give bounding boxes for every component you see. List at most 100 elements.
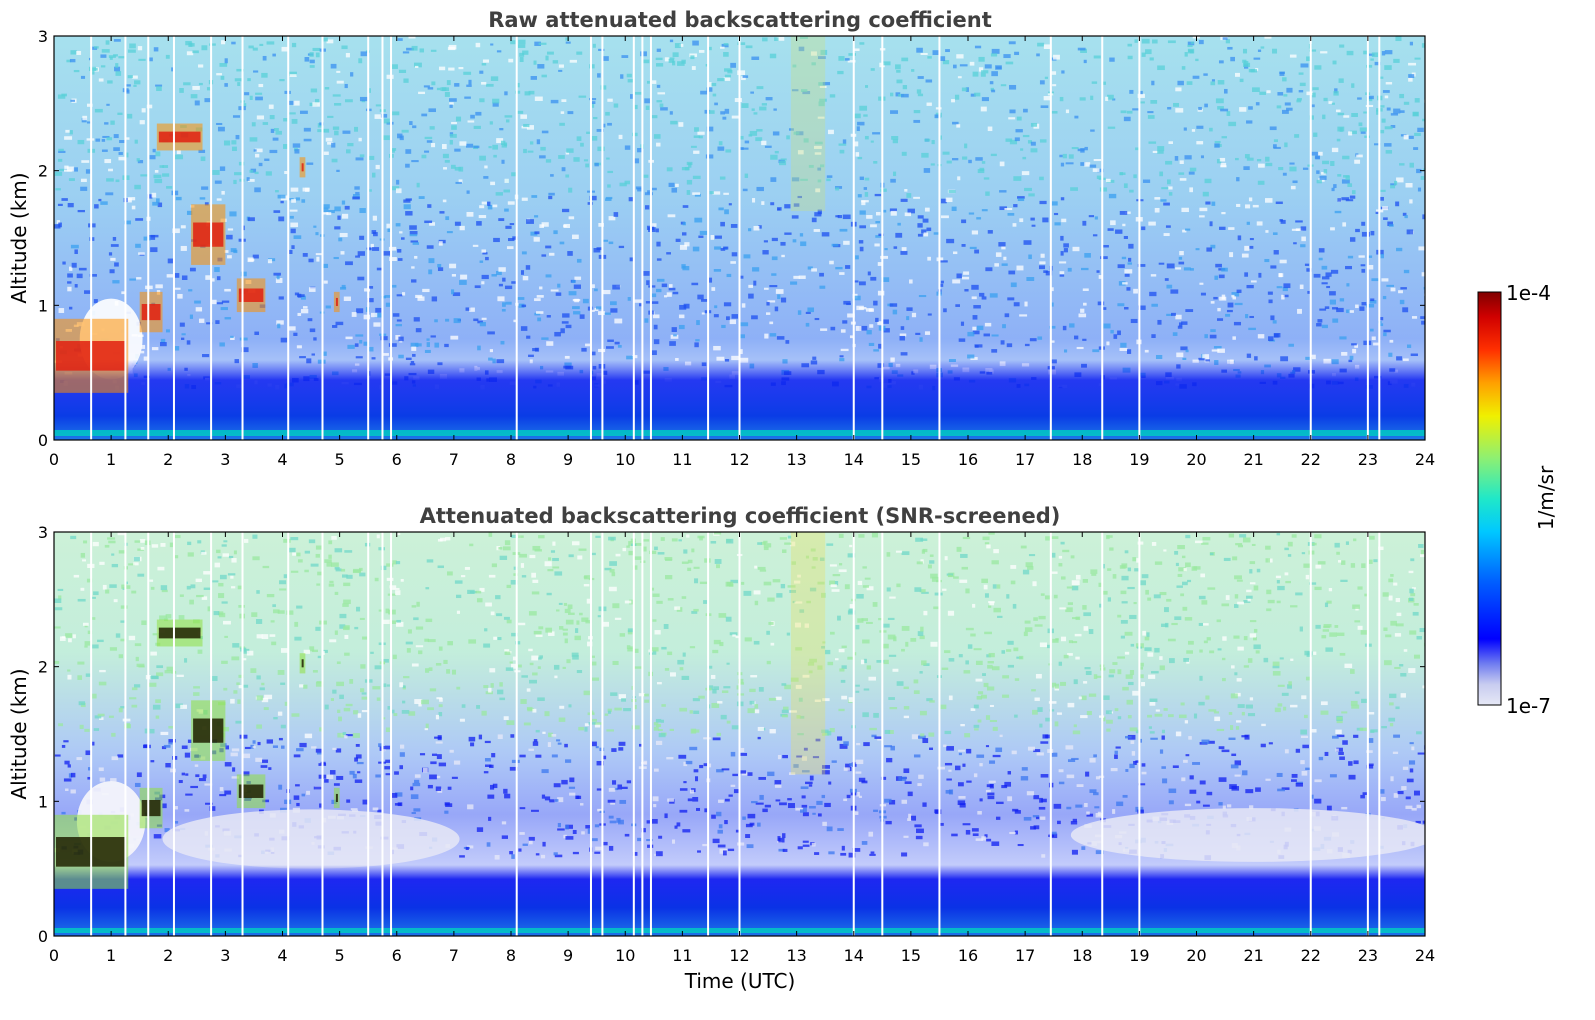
noise-speckle (667, 651, 673, 656)
noise-speckle (861, 841, 868, 845)
noise-speckle (588, 722, 596, 725)
noise-speckle (698, 135, 703, 139)
noise-speckle (771, 237, 778, 242)
noise-speckle (521, 125, 528, 129)
noise-speckle (858, 777, 866, 782)
noise-speckle (1344, 663, 1353, 668)
noise-speckle (1201, 600, 1208, 605)
noise-speckle (1299, 284, 1304, 290)
noise-speckle (315, 748, 324, 753)
noise-speckle (1300, 244, 1306, 248)
noise-speckle (1105, 96, 1109, 101)
noise-speckle (974, 249, 980, 254)
noise-speckle (1004, 207, 1013, 211)
noise-speckle (1128, 681, 1134, 686)
noise-speckle (1091, 81, 1098, 84)
noise-speckle (1147, 115, 1155, 119)
noise-speckle (1420, 554, 1425, 558)
noise-speckle (903, 686, 909, 690)
noise-speckle (1243, 600, 1251, 603)
noise-speckle (237, 585, 242, 590)
noise-speckle (965, 627, 974, 631)
noise-speckle (155, 151, 161, 157)
noise-speckle (855, 684, 860, 687)
noise-speckle (595, 535, 601, 538)
noise-speckle (80, 552, 86, 558)
noise-speckle (1205, 201, 1211, 205)
noise-speckle (1184, 52, 1188, 57)
noise-speckle (1218, 274, 1225, 279)
noise-speckle (466, 143, 474, 148)
noise-speckle (653, 722, 659, 726)
noise-speckle (150, 651, 157, 656)
noise-speckle (1058, 781, 1065, 785)
noise-speckle (1163, 233, 1170, 237)
noise-speckle (829, 564, 837, 567)
noise-speckle (655, 851, 663, 857)
noise-speckle (461, 575, 466, 578)
noise-speckle (1010, 580, 1016, 585)
noise-speckle (763, 287, 769, 290)
noise-speckle (221, 544, 227, 547)
noise-speckle (576, 258, 582, 263)
noise-speckle (523, 123, 530, 128)
noise-speckle (1214, 143, 1220, 148)
noise-speckle (180, 245, 187, 251)
noise-speckle (183, 82, 191, 86)
noise-speckle (991, 334, 999, 337)
noise-speckle (1131, 751, 1136, 756)
noise-speckle (1060, 251, 1064, 256)
noise-speckle (532, 708, 537, 713)
noise-speckle (698, 695, 705, 699)
noise-speckle (1361, 698, 1368, 704)
noise-speckle (1167, 106, 1172, 110)
x-tick-label: 20 (1186, 450, 1206, 469)
noise-speckle (933, 232, 940, 235)
noise-speckle (375, 104, 381, 107)
noise-speckle (278, 216, 285, 222)
noise-speckle (840, 679, 846, 683)
noise-speckle (86, 121, 91, 124)
noise-speckle (246, 650, 254, 656)
noise-speckle (121, 584, 128, 589)
noise-speckle (1220, 162, 1227, 167)
noise-speckle (359, 567, 363, 571)
noise-speckle (678, 754, 687, 759)
noise-speckle (580, 142, 584, 147)
noise-speckle (1298, 90, 1304, 93)
noise-speckle (1168, 788, 1177, 794)
noise-speckle (86, 578, 93, 583)
noise-speckle (1417, 127, 1424, 132)
noise-speckle (396, 319, 402, 322)
noise-speckle (518, 535, 524, 538)
noise-speckle (1154, 197, 1161, 200)
noise-speckle (1237, 544, 1243, 548)
noise-speckle (246, 177, 250, 181)
noise-speckle (1365, 104, 1374, 108)
noise-speckle (241, 658, 247, 661)
noise-speckle (411, 663, 419, 667)
noise-speckle (788, 772, 796, 775)
noise-speckle (569, 777, 575, 783)
noise-speckle (991, 666, 1000, 671)
cloud-core (238, 288, 264, 302)
noise-speckle (714, 102, 718, 106)
noise-speckle (1065, 607, 1073, 613)
noise-speckle (438, 711, 443, 717)
noise-speckle (294, 149, 300, 154)
noise-speckle (221, 660, 228, 664)
noise-speckle (943, 744, 947, 748)
noise-speckle (431, 296, 438, 302)
noise-speckle (1189, 167, 1197, 172)
noise-speckle (1154, 207, 1160, 213)
noise-speckle (565, 759, 572, 763)
noise-speckle (561, 321, 569, 324)
noise-speckle (537, 697, 545, 701)
noise-speckle (1199, 282, 1204, 285)
noise-speckle (820, 49, 828, 55)
noise-speckle (858, 795, 862, 798)
noise-speckle (1396, 177, 1404, 183)
noise-speckle (1068, 154, 1074, 159)
noise-speckle (682, 266, 690, 271)
noise-speckle (1378, 129, 1385, 134)
